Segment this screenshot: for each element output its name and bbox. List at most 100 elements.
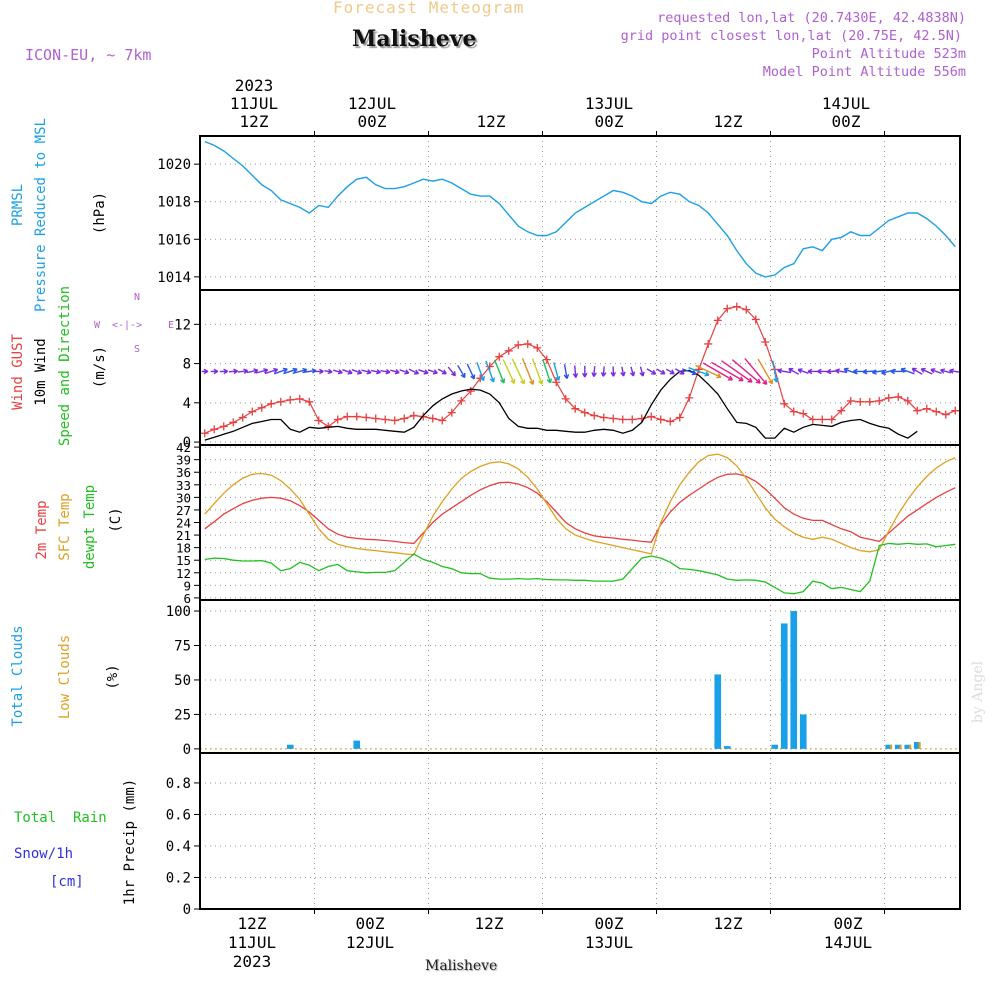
y-tick-label: 25 [174, 707, 191, 723]
panel-frame [199, 752, 961, 910]
gust-point [229, 418, 238, 427]
snow-unit: [cm] [50, 874, 84, 890]
total-clouds-bar [353, 740, 361, 749]
y-tick-label: 1014 [157, 270, 191, 286]
y-tick-label: 0.2 [166, 870, 191, 886]
wind-direction-arrow [610, 366, 617, 377]
wind-direction-arrow [219, 368, 229, 375]
gust-point [656, 415, 665, 424]
gust-point [932, 407, 941, 416]
gust-point [571, 404, 580, 413]
wind-direction-arrow [563, 364, 570, 380]
top-hour-5: 00Z [831, 112, 861, 131]
wind-direction-arrow [656, 368, 666, 375]
wind-direction-arrow [237, 368, 249, 374]
gust-point [827, 415, 836, 424]
gust-point [837, 406, 846, 415]
point-altitude: Point Altitude 523m [811, 46, 966, 62]
gust-point [818, 415, 827, 424]
total-clouds-bar [799, 714, 807, 749]
wind-direction-arrow [911, 367, 923, 375]
gust-point [371, 414, 380, 423]
gust-point [542, 355, 551, 364]
gust-point [846, 396, 855, 405]
gust-point [609, 414, 618, 423]
wind-direction-arrow [427, 369, 438, 375]
gust-point [618, 415, 627, 424]
rain-label: Total Rain [14, 810, 107, 826]
gust-point [295, 394, 304, 403]
gust-point [552, 378, 561, 387]
wind-direction-arrow [399, 369, 410, 375]
product-title: Forecast Meteogram [333, 0, 525, 17]
model-altitude: Model Point Altitude 556m [762, 64, 966, 80]
y-tick-label: 12 [174, 317, 191, 333]
gust-point [267, 399, 276, 408]
top-date-1: 12JUL [347, 94, 397, 113]
gust-point [894, 392, 903, 401]
wind-direction-arrow [600, 366, 607, 377]
gust-point [457, 396, 466, 405]
y-tick-label: 18 [176, 541, 191, 556]
top-hour-0: 12Z [239, 112, 269, 131]
wind-direction-arrow [380, 368, 391, 375]
wind-direction-arrow [324, 368, 333, 375]
gust-line [204, 306, 956, 434]
wind-direction-arrow [591, 366, 597, 377]
wind-direction-arrow [682, 368, 697, 376]
gust-point [723, 304, 732, 313]
y-tick-label: 30 [176, 490, 191, 505]
wind-direction-arrow [807, 368, 818, 375]
y-tick-label: 42 [176, 440, 191, 455]
gust-point [333, 415, 342, 424]
wind-direction-arrow [702, 362, 733, 381]
gust-point [856, 397, 865, 406]
data-layer [200, 140, 962, 750]
gust-point [248, 407, 257, 416]
gust-point [875, 396, 884, 405]
sfc-temp-line [204, 453, 956, 556]
bottom-date-1: 12JUL [345, 933, 395, 952]
y-tick-label: 12 [176, 566, 191, 581]
gust-point [257, 403, 266, 412]
gust-point [951, 406, 960, 415]
bottom-hour-3: 00Z [594, 914, 624, 933]
gust-point [884, 393, 893, 402]
low-clouds-bar [899, 744, 902, 749]
y-tick-label: 15 [176, 553, 191, 568]
wind-direction-arrow [502, 359, 516, 384]
total-clouds-bar [894, 744, 902, 749]
y-tick-label: 36 [176, 465, 191, 480]
wind-direction-arrow [485, 360, 495, 383]
y-tick-label: 1018 [157, 195, 191, 211]
total-clouds-bar [885, 744, 893, 749]
wind-direction-arrow [333, 369, 343, 375]
gust-point [514, 340, 523, 349]
gust-point [789, 407, 798, 416]
gust-point [343, 412, 352, 421]
wind-direction-arrow [788, 367, 800, 375]
top-hour-2: 12Z [476, 112, 506, 131]
y-tick-label: 1016 [157, 232, 191, 248]
wind-direction-arrow [437, 368, 447, 375]
wind-direction-arrow [835, 368, 848, 374]
wind-direction-arrow [255, 368, 269, 374]
wind-direction-arrow [757, 358, 774, 385]
y-tick-label: 33 [176, 478, 191, 493]
bottom-hour-1: 00Z [355, 914, 385, 933]
gust-point [761, 337, 770, 346]
y-tick-label: 9 [183, 578, 191, 593]
y-tick-label: 0.4 [166, 839, 191, 855]
bottom-year-label: 2023 [232, 952, 272, 971]
gust-point [780, 399, 789, 408]
gust-point [666, 417, 675, 426]
wind-direction-arrow [646, 368, 657, 375]
gust-point [238, 413, 247, 422]
wind-direction-arrow [711, 361, 744, 382]
wind-direction-arrow [572, 365, 579, 378]
wind-direction-arrow [418, 369, 429, 375]
top-hour-4: 12Z [713, 112, 743, 131]
wind-direction-arrow [361, 369, 372, 375]
gust-point [561, 394, 570, 403]
gust-point [628, 415, 637, 424]
